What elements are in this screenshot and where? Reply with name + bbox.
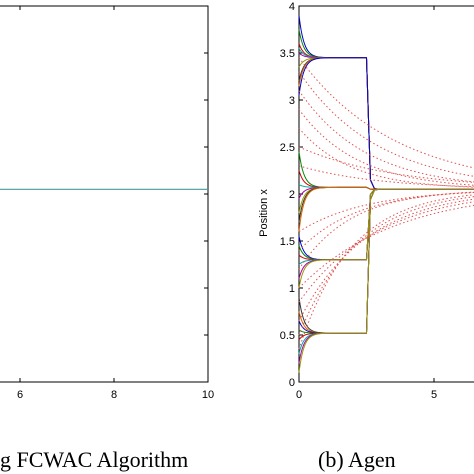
panel-b-reference-trajectory [299,191,474,251]
panel-b-trajectory [299,187,474,212]
panel-b-y-tick-label: 0 [289,377,295,389]
panel-a-axes-frame [0,6,208,382]
panel-b-trajectory [299,185,474,190]
panel-b-reference-trajectory [299,166,474,188]
panel-b-reference-trajectory [299,190,474,269]
panel-b-reference-trajectory [299,128,474,188]
panel-b-trajectory [299,189,474,339]
panel-a-chart: 6 8 10 [0,6,214,401]
panel-b-trajectory [299,44,474,190]
panel-a-x-tick-label: 6 [17,389,23,401]
panel-b-y-tick-label: 0.5 [280,330,295,342]
panel-b-reference-trajectory [299,58,474,177]
panel-a-x-tick-label: 10 [202,389,214,401]
panel-b-y-tick-label: 2 [289,189,295,201]
panel-b-trajectory [299,189,474,333]
panel-b-trajectory [299,189,474,333]
panel-b-y-axis-label: Position x [258,189,270,237]
panel-b-trajectory [299,58,474,190]
panel-b-trajectory [299,58,474,190]
panel-b-reference-trajectory [299,109,474,187]
panel-a-caption: g FCWAC Algorithm [0,447,188,472]
panel-b-trajectory [299,58,474,190]
panel-b-y-tick-label: 1 [289,283,295,295]
panel-b-reference-trajectory [299,199,474,288]
panel-b-x-tick-label: 5 [431,389,437,401]
panel-b-trajectory [299,30,474,190]
panel-b-trajectory [299,15,474,189]
panel-a-x-tick-label: 8 [111,389,117,401]
panel-b-trajectory [299,58,474,190]
panel-b-y-tick-label: 4 [289,1,295,13]
panel-b-reference-trajectory [299,192,474,335]
panel-b-trajectory [299,187,474,231]
panel-b-y-tick-label: 3.5 [280,48,295,60]
panel-b-trajectory [299,189,474,259]
panel-b-reference-trajectory [299,147,474,185]
panel-b-y-tick-label: 1.5 [280,236,295,248]
panel-a-tick-labels: 6 8 10 [17,389,214,401]
panel-b-trajectory [299,187,474,222]
panel-b-trajectory [299,189,474,363]
panel-a-ticks [20,6,208,382]
panel-b-caption: (b) Agen [318,447,396,472]
panel-b-x-tick-label: 0 [296,389,302,401]
panel-b-reference-trajectory [299,191,474,232]
panel-b-series [299,15,474,372]
panel-b-trajectory [299,189,474,372]
panel-b-y-tick-label: 2.5 [280,142,295,154]
panel-b-axes-frame [299,6,474,382]
panel-b-trajectory [299,53,474,189]
panel-b-trajectory [299,189,474,333]
panel-b-reference-trajectory [299,194,474,321]
panel-b-trajectory [299,189,474,353]
panel-b-trajectory [299,189,474,259]
panel-b-trajectory [299,189,474,333]
panel-b-trajectory [299,48,474,189]
panel-b-trajectory [299,189,474,259]
panel-b-y-tick-label: 3 [289,95,295,107]
panel-b-chart: 0 0.5 1 1.5 2 2.5 3 3.5 4 0 5 Position x [258,1,474,401]
